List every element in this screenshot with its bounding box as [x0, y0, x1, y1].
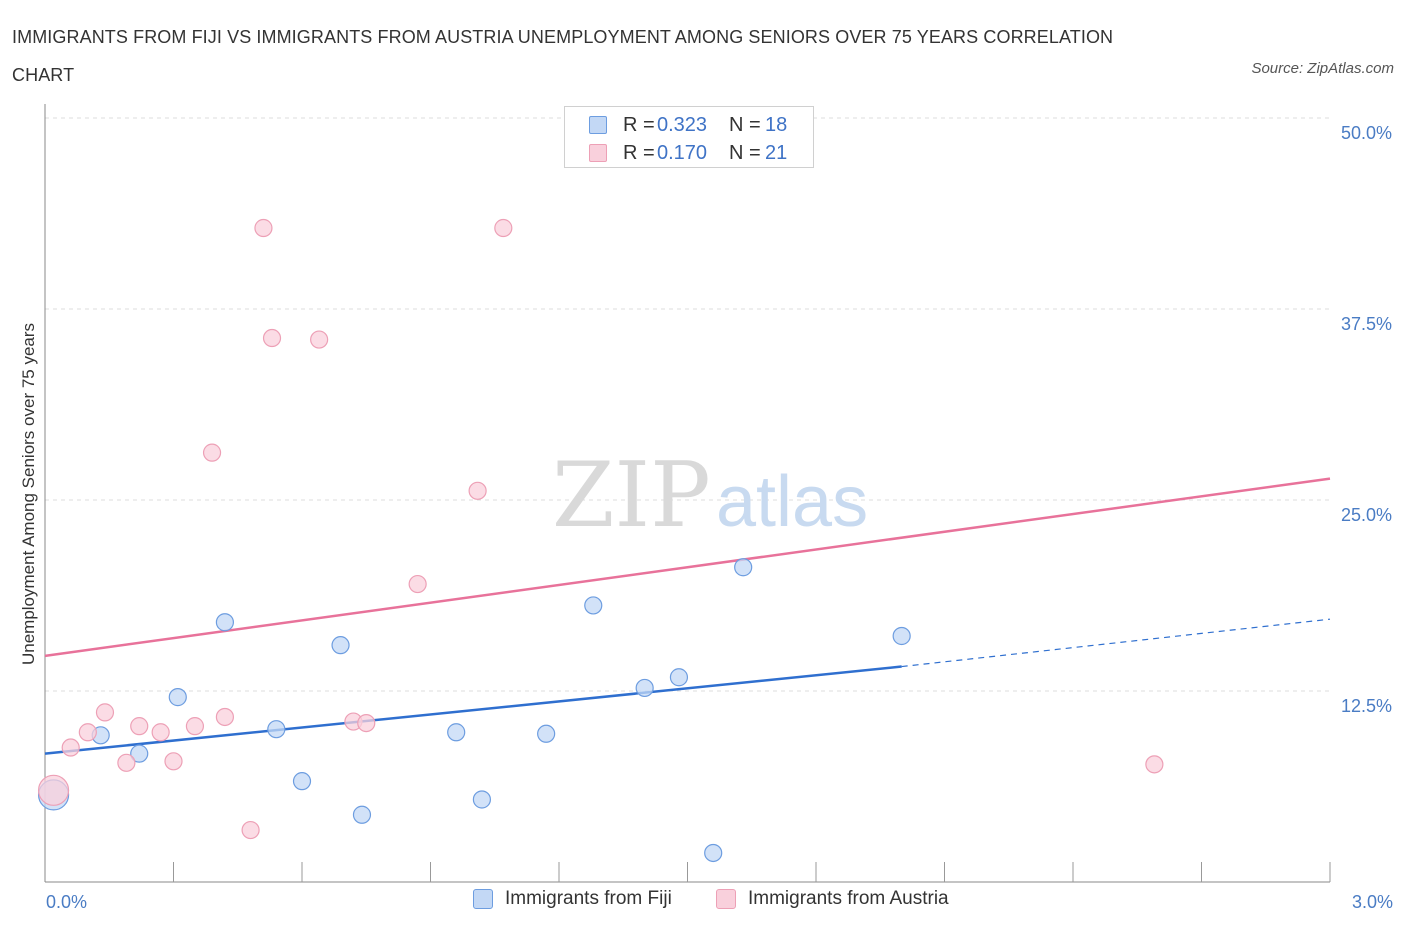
y-tick-label: 37.5% [1341, 314, 1392, 334]
data-point-fiji [352, 805, 372, 824]
legend-row-fiji: R = 0.323 N = 18 [589, 113, 787, 137]
legend-swatch-fiji [473, 889, 493, 909]
legend-r-label: R = [623, 113, 655, 136]
data-point-fiji [447, 723, 466, 742]
legend-item-austria[interactable]: Immigrants from Austria [716, 888, 949, 910]
data-point-austria [241, 820, 260, 840]
points-layer [37, 218, 1164, 863]
data-point-fiji [892, 626, 911, 646]
data-point-austria [164, 752, 183, 771]
grid-layer [45, 117, 1330, 692]
trendline-austria [44, 477, 1331, 658]
data-point-fiji [537, 724, 556, 743]
data-point-austria [215, 707, 234, 727]
data-point-fiji [734, 558, 753, 577]
data-point-fiji [168, 688, 187, 707]
watermark-atlas: atlas [716, 462, 868, 542]
legend-swatch-austria [589, 144, 607, 162]
data-point-austria [494, 218, 513, 238]
data-point-fiji [331, 636, 350, 655]
trend-layer [44, 477, 1331, 755]
legend-label-fiji: Immigrants from Fiji [505, 888, 672, 909]
x-tick-label: 0.0% [46, 892, 87, 912]
data-point-fiji [669, 668, 689, 687]
trendline-fiji-extension [901, 618, 1331, 668]
legend-label-austria: Immigrants from Austria [748, 888, 949, 909]
data-point-fiji [292, 772, 312, 791]
data-point-austria [357, 713, 376, 733]
y-tick-label: 12.5% [1341, 696, 1392, 716]
legend-r-value: 0.323 [657, 113, 708, 136]
chart-title: IMMIGRANTS FROM FIJI VS IMMIGRANTS FROM … [12, 27, 1114, 85]
labels-layer: 12.5% 25.0% 37.5% 50.0% 0.0% 3.0% Unemployment… [19, 123, 1393, 912]
x-tick-label: 3.0% [1352, 892, 1393, 912]
y-tick-label: 25.0% [1341, 505, 1392, 525]
y-axis-title: Unemployment Among Seniors over 75 years [19, 323, 38, 665]
data-point-austria [262, 328, 282, 348]
data-point-austria [61, 738, 80, 757]
data-point-austria [254, 218, 273, 238]
data-point-austria [310, 330, 329, 349]
data-point-fiji [130, 744, 149, 763]
data-point-fiji [472, 790, 491, 809]
legend-n-value: 21 [765, 141, 788, 164]
data-point-fiji [584, 596, 603, 615]
data-point-austria [185, 717, 205, 736]
legend-n-value: 18 [765, 113, 788, 136]
data-point-austria [95, 703, 115, 722]
data-point-austria [408, 574, 427, 594]
legend-r-label: R = [623, 141, 655, 164]
legend-swatch-austria [716, 889, 736, 909]
data-point-fiji [704, 843, 723, 863]
correlation-legend: R = 0.323 N = 18 R = 0.170 N = 21 [564, 106, 814, 168]
legend-swatch-fiji [589, 116, 607, 134]
data-point-fiji [635, 678, 654, 698]
trendline-fiji [44, 665, 902, 755]
legend-r-value: 0.170 [657, 141, 708, 164]
axes-layer [44, 104, 1331, 883]
watermark: ZIP atlas [552, 443, 868, 548]
legend-n-label: N = [729, 113, 761, 136]
y-tick-label: 50.0% [1341, 123, 1392, 143]
watermark-zip: ZIP [552, 443, 711, 548]
legend-n-label: N = [729, 141, 761, 164]
data-point-austria [202, 443, 222, 462]
data-point-fiji [267, 720, 286, 739]
data-point-austria [130, 717, 149, 736]
data-point-austria [117, 753, 136, 772]
data-point-austria [151, 723, 170, 742]
source-label: Source: ZipAtlas.com [1251, 60, 1394, 77]
series-legend: Immigrants from Fiji Immigrants from Aus… [0, 888, 1406, 916]
legend-item-fiji[interactable]: Immigrants from Fiji [473, 888, 672, 910]
data-point-austria [78, 723, 97, 742]
legend-row-austria: R = 0.170 N = 21 [589, 141, 787, 165]
data-point-austria [37, 774, 70, 806]
data-point-fiji [215, 613, 234, 632]
data-point-austria [468, 481, 487, 500]
data-point-austria [1145, 755, 1164, 774]
